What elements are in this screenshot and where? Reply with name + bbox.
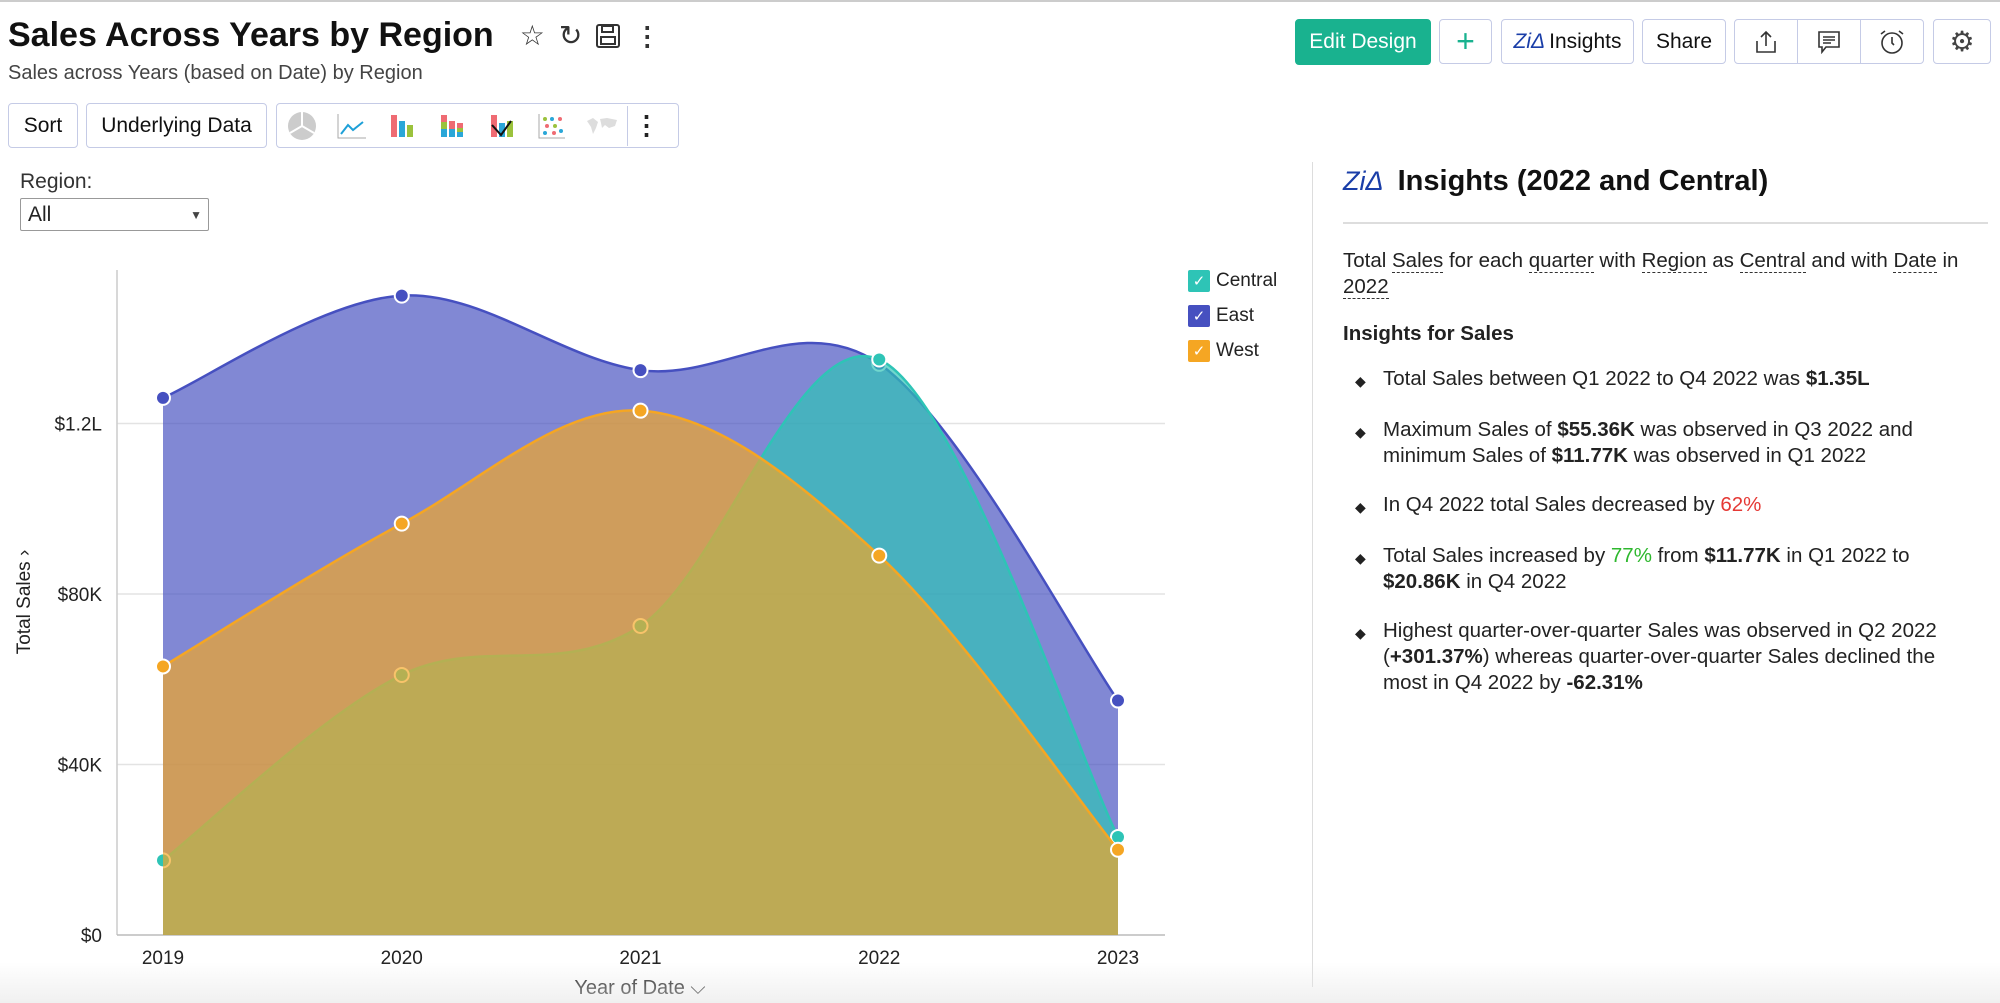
data-point-west — [155, 658, 171, 675]
underlying-data-button[interactable]: Underlying Data — [86, 103, 267, 148]
page-title: Sales Across Years by Region — [8, 16, 494, 54]
pie-chart-icon[interactable] — [277, 106, 327, 146]
area-chart: $0 $40K $80K $1.2L 2019 2020 2021 2022 2023 Year … — [14, 270, 1165, 999]
data-point-west — [632, 402, 649, 419]
y-tick-label: $0 — [81, 926, 102, 947]
insights-title: Insights (2022 and Central) — [1397, 165, 1769, 197]
settings-gear-icon[interactable]: ⚙ — [1933, 19, 1991, 64]
bullet-icon: ◆ — [1355, 424, 1366, 440]
bar-chart-icon[interactable] — [377, 106, 427, 146]
dropdown-caret-icon: ▼ — [190, 207, 202, 222]
star-icon[interactable]: ☆ — [519, 19, 545, 51]
action-icon-group — [1734, 19, 1924, 64]
legend-item-west[interactable]: ✓ West — [1188, 340, 1259, 362]
data-point-east — [1110, 692, 1126, 709]
y-axis-title: Total Sales › — [14, 550, 35, 655]
page-subtitle: Sales across Years (based on Date) by Re… — [8, 62, 423, 84]
checkbox-checked-icon: ✓ — [1188, 305, 1210, 327]
data-point-west — [871, 547, 888, 564]
export-icon[interactable] — [1735, 19, 1798, 64]
sort-button[interactable]: Sort — [8, 103, 78, 148]
checkbox-checked-icon: ✓ — [1188, 340, 1210, 362]
share-button[interactable]: Share — [1642, 19, 1726, 64]
insights-list: ◆ Total Sales between Q1 2022 to Q4 2022 … — [1355, 366, 1985, 719]
alarm-icon[interactable] — [1861, 19, 1923, 64]
combo-chart-icon[interactable] — [477, 106, 527, 146]
panel-divider — [1312, 162, 1313, 987]
insight-item: ◆ Total Sales between Q1 2022 to Q4 2022 … — [1355, 366, 1985, 394]
bullet-icon: ◆ — [1355, 550, 1366, 566]
line-west — [162, 409, 1119, 851]
x-tick-label: 2020 — [381, 948, 423, 969]
insights-button[interactable]: ZiΔ Insights — [1501, 19, 1634, 64]
more-chart-options-icon[interactable]: ⋮ — [627, 105, 665, 146]
data-point-east — [393, 287, 410, 304]
checkbox-checked-icon: ✓ — [1188, 270, 1210, 292]
x-tick-label: 2023 — [1097, 948, 1139, 969]
data-point-east — [155, 389, 171, 406]
line-chart-icon[interactable] — [327, 106, 377, 146]
insight-item: ◆ Maximum Sales of $55.36K was observed i… — [1355, 418, 1913, 467]
chart-type-toolbar: ⋮ — [276, 103, 679, 148]
save-icon[interactable] — [596, 23, 621, 48]
insights-separator — [1343, 222, 1988, 224]
map-icon[interactable] — [577, 106, 627, 146]
header-row: Sales Across Years by Region ☆ ↻ ⋮ — [8, 16, 674, 55]
zia-icon: ZiΔ — [1343, 166, 1384, 196]
insights-header: ZiΔ Insights (2022 and Central) — [1343, 165, 1768, 198]
data-point-west — [1110, 841, 1126, 858]
y-tick-label: $1.2L — [54, 414, 102, 435]
scatter-icon[interactable] — [527, 106, 577, 146]
stacked-bar-icon[interactable] — [427, 106, 477, 146]
data-point-east — [632, 362, 649, 379]
refresh-icon[interactable]: ↻ — [558, 19, 583, 51]
y-tick-label: $40K — [58, 755, 103, 776]
x-tick-label: 2022 — [858, 948, 900, 969]
more-vertical-icon[interactable]: ⋮ — [634, 20, 661, 51]
legend-item-east[interactable]: ✓ East — [1188, 305, 1254, 327]
data-point-central — [871, 351, 888, 368]
x-axis-title: Year of Date ⌵ — [574, 977, 705, 999]
edit-design-button[interactable]: Edit Design — [1295, 19, 1431, 65]
insight-item: ◆ Total Sales increased by 77% from $11.7… — [1355, 544, 1910, 593]
x-tick-label: 2021 — [619, 948, 661, 969]
bullet-icon: ◆ — [1355, 499, 1366, 515]
area-west — [163, 410, 1118, 935]
line-east — [162, 294, 1120, 702]
x-tick-label: 2019 — [142, 948, 184, 969]
y-tick-label: $80K — [58, 585, 103, 606]
insight-item: ◆ Highest quarter-over-quarter Sales was … — [1355, 619, 1937, 694]
region-select[interactable]: All ▼ — [20, 198, 209, 231]
bullet-icon: ◆ — [1355, 625, 1366, 641]
zia-icon: ZiΔ — [1513, 29, 1546, 53]
insights-description: Total Sales for each quarter with Region… — [1343, 249, 1959, 299]
data-point-west — [393, 515, 410, 532]
insights-subheading: Insights for Sales — [1343, 322, 1514, 345]
legend-item-central[interactable]: ✓ Central — [1188, 270, 1277, 292]
comment-icon[interactable] — [1798, 19, 1861, 64]
region-filter-label: Region: — [20, 170, 93, 193]
add-button[interactable]: + — [1439, 19, 1492, 64]
bullet-icon: ◆ — [1355, 373, 1366, 389]
insight-item: ◆ In Q4 2022 total Sales decreased by 62% — [1355, 492, 1985, 520]
